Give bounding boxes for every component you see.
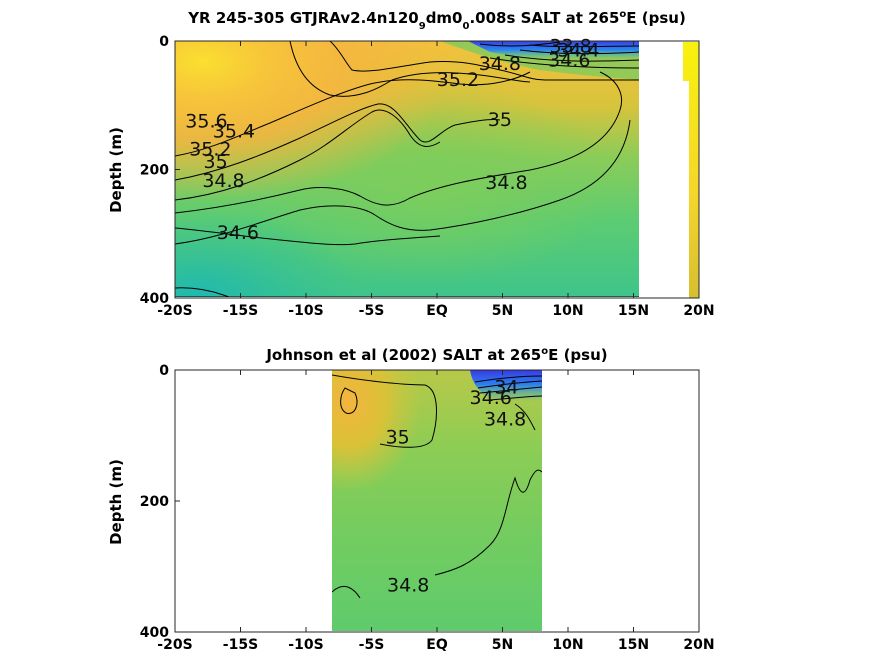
upper-contour-label: 34.8 <box>479 53 521 75</box>
lower-y-tick-label: 0 <box>159 363 169 379</box>
upper-contour-label: 35 <box>488 109 512 131</box>
upper-y-tick-label: 200 <box>140 163 169 179</box>
upper-contour-label: 35 <box>204 151 228 173</box>
upper-y-axis: 0 200 400 <box>140 34 180 307</box>
upper-x-tick-label: -10S <box>288 303 323 319</box>
upper-x-tick-label: -20S <box>157 303 192 319</box>
upper-panel: YR 245-305 GTJRAv2.4n1209dm00.008s SALT … <box>107 9 715 319</box>
upper-y-tick-label: 0 <box>159 34 169 50</box>
upper-contour-labels: 35.635.435.23534.834.635.234.83534.833.8… <box>185 36 599 244</box>
lower-contour-label: 34.8 <box>484 409 526 431</box>
upper-x-tick-label: -5S <box>359 303 385 319</box>
lower-panel: Johnson et al (2002) SALT at 265oE (psu)… <box>107 346 715 653</box>
lower-x-tick-label: -20S <box>157 637 192 653</box>
upper-x-axis: -20S -15S -10S -5S EQ 5N 10N 15N 20N <box>157 41 715 319</box>
upper-y-tick-label: 400 <box>140 291 169 307</box>
lower-contour-label: 34 <box>494 377 518 399</box>
lower-panel-title: Johnson et al (2002) SALT at 265oE (psu) <box>265 346 607 364</box>
lower-y-axis-label: Depth (m) <box>107 459 125 545</box>
upper-contour-label: 34.6 <box>548 50 590 72</box>
upper-contour-label: 35.6 <box>185 111 227 133</box>
upper-x-tick-label: 20N <box>683 303 714 319</box>
lower-x-tick-label: 5N <box>492 637 513 653</box>
lower-salinity-field <box>332 370 542 631</box>
upper-y-axis-label: Depth (m) <box>107 127 125 213</box>
upper-contour-label: 35.2 <box>437 69 479 91</box>
lower-y-axis: 0 200 400 <box>140 363 180 641</box>
lower-x-tick-label: 15N <box>618 637 649 653</box>
lower-y-tick-label: 200 <box>140 494 169 510</box>
lower-x-tick-label: -10S <box>288 637 323 653</box>
lower-x-tick-label: -15S <box>223 637 258 653</box>
lower-contour-labels: 35 34.634 34.8 34.8 <box>386 377 527 597</box>
lower-contour-label: 35 <box>386 426 410 448</box>
upper-contour-lines <box>175 41 639 297</box>
lower-contour-label: 34.6 <box>470 387 512 409</box>
upper-contour-label: 34.6 <box>217 222 259 244</box>
upper-contour-label: 34.8 <box>485 172 527 194</box>
lower-x-tick-label: 20N <box>683 637 714 653</box>
upper-x-tick-label: 10N <box>552 303 583 319</box>
upper-contour-label: 35.2 <box>189 138 231 160</box>
lower-x-axis: -20S -15S -10S -5S EQ 5N 10N 15N 20N <box>157 370 715 653</box>
upper-x-tick-label: EQ <box>426 303 448 319</box>
upper-x-tick-label: -15S <box>223 303 258 319</box>
lower-contour-lines <box>332 374 542 599</box>
lower-y-tick-label: 400 <box>140 625 169 641</box>
upper-x-tick-label: 5N <box>492 303 513 319</box>
lower-x-tick-label: EQ <box>426 637 448 653</box>
lower-contour-label: 34.8 <box>387 574 429 596</box>
upper-panel-title: YR 245-305 GTJRAv2.4n1209dm00.008s SALT … <box>187 9 686 32</box>
lower-x-tick-label: -5S <box>359 637 385 653</box>
upper-salinity-field <box>175 41 639 297</box>
lower-x-tick-label: 10N <box>552 637 583 653</box>
upper-contour-label: 34.8 <box>202 170 244 192</box>
upper-x-tick-label: 15N <box>618 303 649 319</box>
upper-contour-label: 35.4 <box>213 120 255 142</box>
